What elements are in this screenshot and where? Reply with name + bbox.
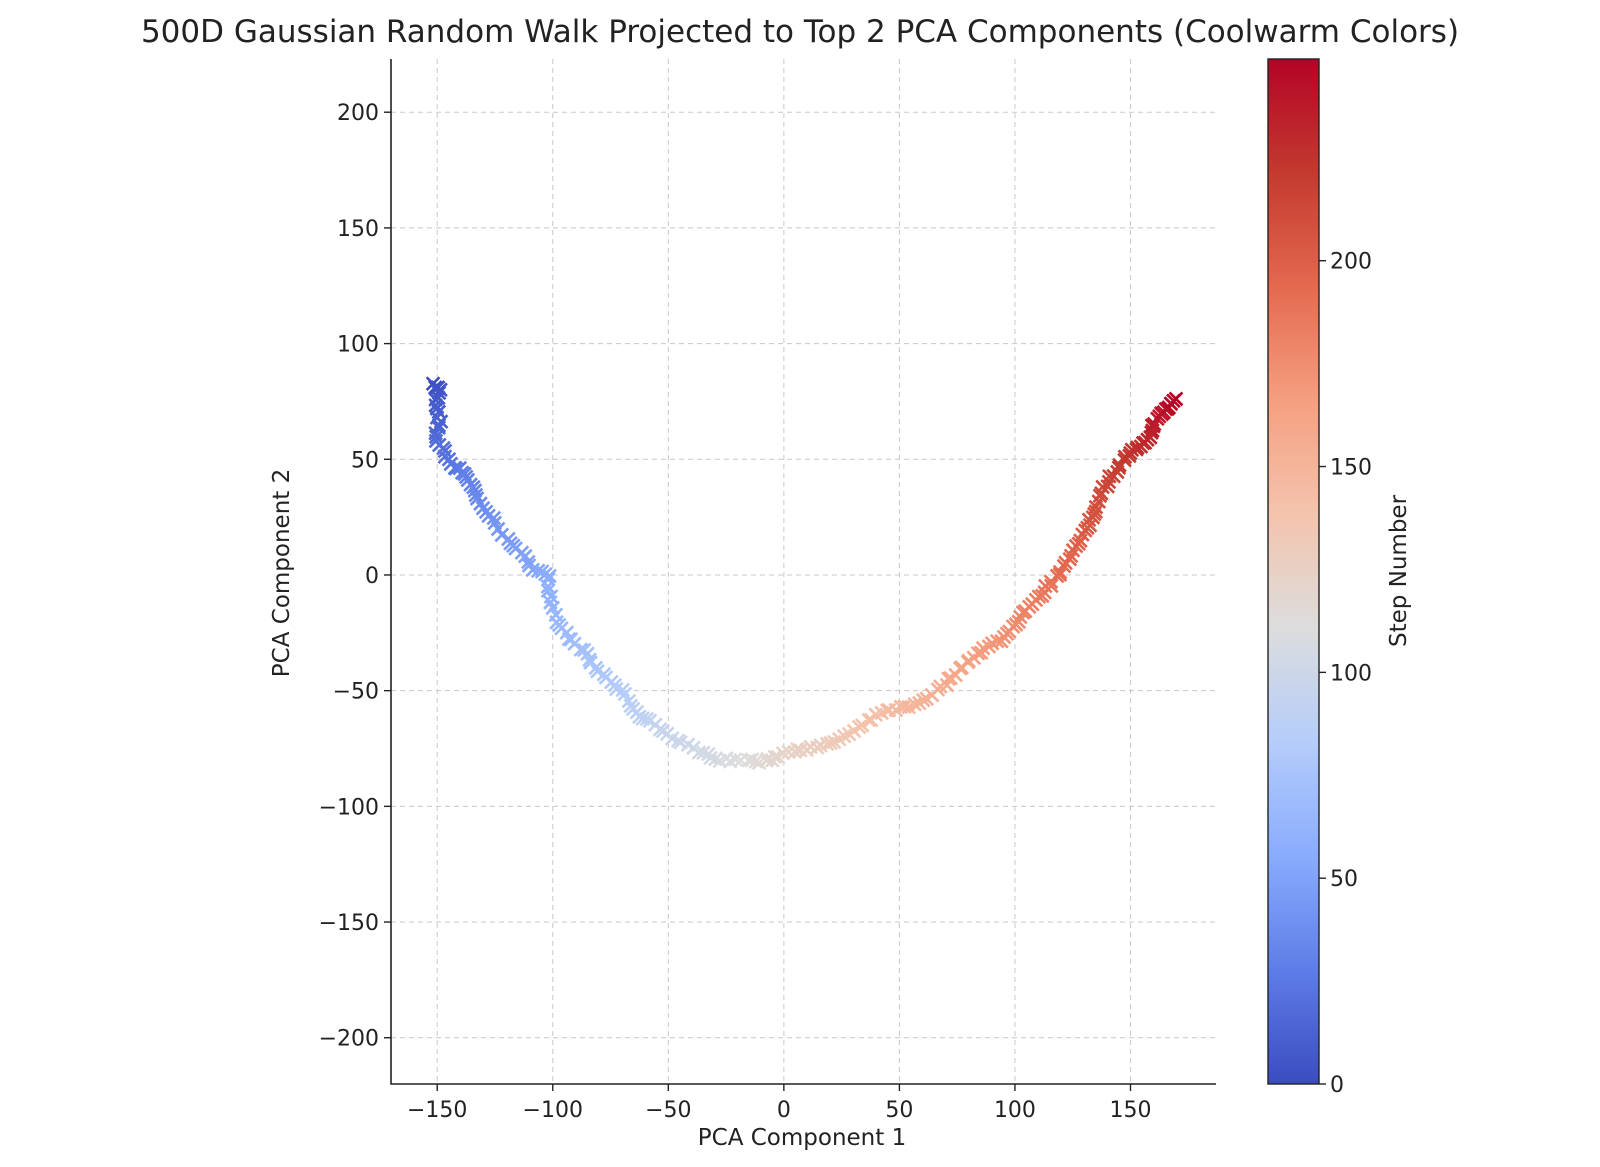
scatter-point: [1052, 567, 1068, 582]
scatter-marks: [425, 376, 1184, 771]
y-tick-label: 0: [365, 564, 379, 589]
y-tick-label: 50: [351, 448, 379, 473]
scatter-point: [1043, 578, 1059, 594]
scatter-point: [989, 633, 1005, 649]
scatter-point: [1052, 564, 1068, 580]
axes: [390, 59, 1216, 1085]
colorbar-tick-label: 0: [1330, 1073, 1344, 1098]
colorbar-tick-label: 50: [1330, 867, 1358, 892]
y-tick-label: 150: [337, 217, 379, 242]
axis-spines: [390, 59, 1216, 1085]
scatter-point: [487, 515, 503, 531]
y-tick-label: −100: [319, 795, 379, 820]
scatter-point: [428, 398, 443, 413]
x-tick-label: −100: [523, 1098, 583, 1123]
x-tick-label: 50: [885, 1098, 913, 1123]
y-tick-label: −150: [319, 911, 379, 936]
x-tick-label: 100: [994, 1098, 1036, 1123]
colorbar-tick-label: 150: [1330, 456, 1372, 481]
scatter-point: [490, 521, 506, 537]
y-tick-label: −200: [319, 1027, 379, 1052]
scatter-point: [635, 711, 651, 726]
scatter-point: [823, 735, 839, 751]
scatter-point: [590, 664, 605, 679]
y-axis-label: PCA Component 2: [269, 469, 295, 677]
scatter-point: [767, 749, 783, 765]
scatter-point: [748, 754, 764, 769]
x-tick-label: −150: [407, 1098, 467, 1123]
scatter-point: [673, 734, 688, 750]
colorbar-label: Step Number: [1386, 494, 1412, 647]
scatter-point: [431, 418, 447, 433]
colorbar-tick-label: 200: [1330, 250, 1372, 275]
colorbar-tick-label: 100: [1330, 661, 1372, 686]
scatter-point: [508, 541, 523, 556]
x-tick-label: −50: [645, 1098, 691, 1123]
y-tick-label: 200: [337, 101, 379, 126]
x-tick-label: 150: [1109, 1098, 1151, 1123]
y-tick-label: 100: [337, 333, 379, 358]
y-tick-label: −50: [333, 680, 379, 705]
scatter-point: [545, 600, 561, 616]
colorbar: [1267, 58, 1320, 1085]
chart-title: 500D Gaussian Random Walk Projected to T…: [141, 14, 1459, 50]
scatter-point: [1088, 504, 1104, 519]
x-tick-label: 0: [777, 1098, 791, 1123]
scatter-point: [751, 755, 767, 771]
scatter-point: [915, 692, 931, 708]
scatter-point: [468, 487, 484, 503]
scatter-point: [540, 579, 556, 594]
scatter-point: [428, 429, 444, 445]
scatter-point: [1168, 391, 1184, 407]
axis-ticks: −150 −100 −50 0 50 100 150 −200 −150 −100 −50 0 50 10…: [319, 101, 1152, 1123]
scatter-point: [448, 461, 464, 476]
grid: [391, 59, 1216, 1084]
scatter-point: [617, 686, 633, 702]
scatter-point: [1111, 460, 1127, 475]
scatter-point: [582, 652, 597, 668]
colorbar-ticks: 0 50 100 150 200: [1319, 250, 1372, 1098]
x-axis-label: PCA Component 1: [698, 1125, 906, 1151]
